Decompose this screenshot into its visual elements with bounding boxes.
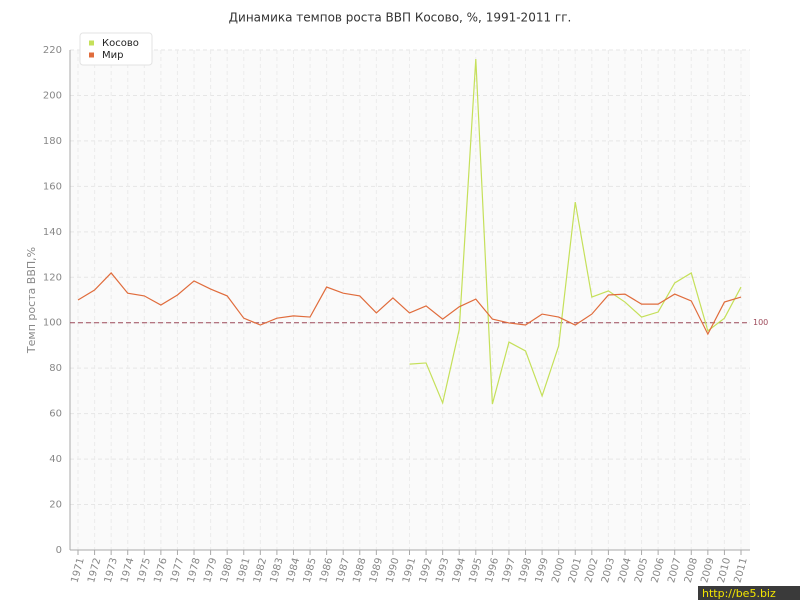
x-tick-label: 1992 — [418, 557, 435, 584]
x-tick-label: 1978 — [186, 557, 203, 584]
x-tick-label: 2004 — [617, 557, 634, 584]
y-tick-label: 140 — [43, 227, 62, 238]
x-tick-label: 2010 — [716, 557, 733, 584]
legend-box — [79, 32, 153, 66]
x-tick-label: 2007 — [666, 557, 683, 584]
chart-title: Динамика темпов роста ВВП Косово, %, 199… — [229, 11, 572, 25]
y-tick-label: 160 — [43, 181, 62, 192]
x-tick-label: 1984 — [285, 557, 302, 584]
x-tick-label: 2000 — [550, 557, 567, 584]
y-tick-label: 0 — [56, 545, 62, 556]
x-tick-label: 1975 — [136, 557, 153, 584]
y-tick-label: 220 — [43, 45, 62, 56]
x-tick-label: 2009 — [699, 557, 716, 584]
x-tick-label: 2008 — [683, 557, 700, 584]
legend-label: Косово — [102, 38, 139, 49]
x-tick-label: 2001 — [567, 557, 584, 584]
y-axis-label: Темп роста ВВП,% — [25, 247, 38, 354]
series-line — [409, 59, 742, 405]
x-tick-label: 1981 — [235, 557, 252, 584]
x-tick-label: 1989 — [368, 557, 385, 584]
x-tick-label: 1973 — [103, 557, 120, 584]
x-tick-label: 1994 — [451, 557, 468, 584]
x-tick-label: 1980 — [219, 557, 236, 584]
x-tick-label: 1990 — [385, 557, 402, 584]
reference-label: 100 — [753, 318, 768, 327]
x-tick-label: 1986 — [318, 557, 335, 584]
x-tick-label: 1997 — [501, 557, 518, 584]
x-tick-label: 1995 — [467, 557, 484, 584]
watermark: http://be5.biz — [702, 587, 776, 600]
x-tick-label: 2002 — [583, 557, 600, 584]
legend-swatch — [89, 40, 94, 46]
y-tick-label: 180 — [43, 136, 62, 147]
y-tick-label: 120 — [43, 272, 62, 283]
y-tick-label: 20 — [49, 500, 62, 511]
x-tick-label: 1985 — [302, 557, 319, 584]
x-tick-label: 1976 — [152, 557, 169, 584]
x-tick-label: 1999 — [534, 557, 551, 584]
x-tick-label: 2006 — [650, 557, 667, 584]
x-tick-label: 1991 — [401, 557, 418, 584]
x-tick-label: 1983 — [268, 557, 285, 584]
x-tick-label: 2003 — [600, 557, 617, 584]
y-tick-label: 80 — [49, 363, 62, 374]
y-tick-label: 200 — [43, 90, 62, 101]
x-tick-label: 1979 — [202, 557, 219, 584]
legend-swatch — [89, 52, 94, 58]
x-tick-label: 1998 — [517, 557, 534, 584]
x-tick-label: 1993 — [434, 557, 451, 584]
y-tick-label: 100 — [43, 318, 62, 329]
x-tick-label: 1982 — [252, 557, 269, 584]
legend-label: Мир — [102, 50, 123, 61]
y-tick-label: 60 — [49, 409, 62, 420]
x-tick-label: 1972 — [86, 557, 103, 584]
x-tick-label: 1977 — [169, 557, 186, 584]
y-tick-label: 40 — [49, 454, 62, 465]
x-tick-label: 1971 — [70, 557, 87, 584]
x-tick-label: 2005 — [633, 557, 650, 584]
x-tick-label: 1987 — [335, 557, 352, 584]
x-tick-label: 1996 — [484, 557, 501, 584]
watermark-bg — [698, 586, 800, 600]
x-tick-label: 1974 — [119, 557, 136, 584]
series-line — [77, 272, 742, 336]
plot-area — [70, 50, 750, 550]
x-tick-label: 1988 — [351, 557, 368, 584]
x-tick-label: 2011 — [733, 557, 750, 584]
